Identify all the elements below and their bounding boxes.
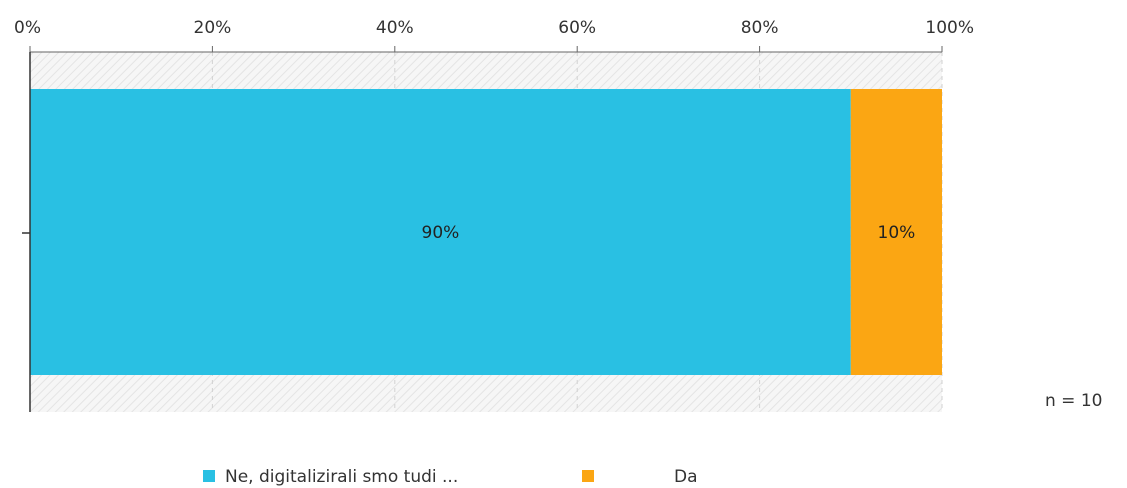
sample-size-annotation: n = 10 (1045, 391, 1102, 411)
x-tick-label: 100% (925, 18, 974, 38)
bar-data-label: 10% (878, 223, 916, 243)
bar-segment (850, 89, 942, 375)
legend-swatch (203, 470, 215, 482)
x-tick-label: 80% (741, 18, 779, 38)
legend-label: Da (674, 467, 698, 487)
x-axis-tick-labels: 0% 20% 40% 60% 80% 100% (14, 18, 974, 52)
x-tick-label: 20% (194, 18, 232, 38)
x-tick-label: 60% (558, 18, 596, 38)
legend-label: Ne, digitalizirali smo tudi ... (225, 467, 458, 487)
data-labels: 90% 10% (422, 223, 916, 243)
legend-swatch (582, 470, 594, 482)
x-tick-label: 40% (376, 18, 414, 38)
bar-segment (30, 89, 851, 375)
legend: Ne, digitalizirali smo tudi ... Da (203, 467, 698, 487)
bar-data-label: 90% (422, 223, 460, 243)
bar-segments (30, 89, 942, 375)
x-tick-label: 0% (14, 18, 41, 38)
